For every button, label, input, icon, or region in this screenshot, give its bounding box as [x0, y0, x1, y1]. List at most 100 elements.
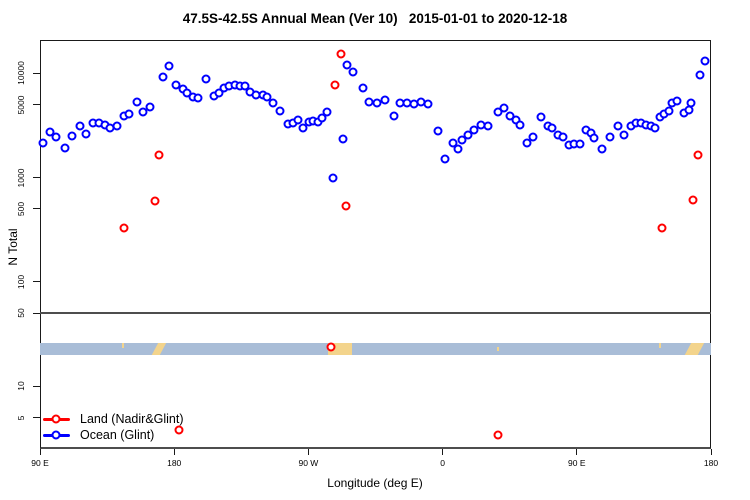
scatter-point-ocean: [138, 107, 148, 117]
x-tick-label: 180: [167, 458, 182, 468]
scatter-point-ocean: [499, 103, 509, 113]
legend-item-land: Land (Nadir&Glint): [42, 411, 184, 427]
legend-symbol-land-icon: [42, 413, 72, 425]
scatter-point-ocean: [605, 132, 615, 142]
scatter-point-ocean: [317, 113, 327, 123]
scatter-point-ocean: [575, 139, 585, 149]
scatter-point-ocean: [38, 138, 48, 148]
scatter-point-ocean: [522, 138, 532, 148]
scatter-point-land: [657, 223, 667, 233]
scatter-point-ocean: [262, 92, 272, 102]
scatter-point-ocean: [558, 132, 568, 142]
scatter-point-ocean: [589, 133, 599, 143]
scatter-point-ocean: [201, 74, 211, 84]
scatter-point-ocean: [440, 154, 450, 164]
scatter-point-ocean: [650, 123, 660, 133]
scatter-point-ocean: [453, 144, 463, 154]
x-tick-label: 90 W: [298, 458, 319, 468]
scatter-point-land: [693, 150, 703, 160]
scatter-point-land: [336, 49, 346, 59]
scatter-point-ocean: [469, 125, 479, 135]
scatter-point-ocean: [463, 130, 473, 140]
x-tick: [39, 449, 41, 455]
legend-circle-ocean-icon: [51, 430, 61, 440]
scatter-point-land: [341, 201, 351, 210]
land-patch: [658, 342, 662, 348]
x-tick: [307, 449, 309, 455]
y-tick-label: 10: [16, 381, 26, 391]
scatter-point-ocean: [67, 131, 77, 141]
y-tick-label: 10000: [16, 61, 26, 86]
y-tick-label: 50: [16, 308, 26, 319]
scatter-point-ocean: [60, 143, 70, 153]
scatter-point-land: [688, 195, 698, 205]
scatter-point-ocean: [700, 56, 710, 66]
scatter-point-ocean: [389, 111, 399, 121]
y-tick: [33, 72, 40, 74]
scatter-point-ocean: [457, 135, 467, 145]
y-tick-label: 500: [16, 201, 26, 217]
scatter-point-ocean: [358, 83, 368, 93]
land-patch: [327, 342, 352, 355]
scatter-point-land: [330, 80, 340, 90]
scatter-point-ocean: [81, 129, 91, 139]
y-tick-label: 5: [16, 415, 26, 420]
land-patch: [121, 342, 124, 348]
land-patch: [497, 346, 500, 351]
y-tick: [33, 281, 40, 283]
scatter-point-ocean: [686, 98, 696, 108]
scatter-point-ocean: [515, 120, 525, 130]
scatter-point-ocean: [145, 102, 155, 112]
scatter-point-ocean: [240, 81, 250, 91]
scatter-point-ocean: [275, 106, 285, 116]
scatter-point-ocean: [597, 144, 607, 154]
scatter-point-ocean: [298, 123, 308, 133]
legend-item-ocean: Ocean (Glint): [42, 427, 184, 443]
scatter-point-land: [493, 430, 503, 440]
reference-line-50: [40, 312, 711, 315]
legend: Land (Nadir&Glint) Ocean (Glint): [42, 411, 184, 443]
scatter-point-ocean: [45, 127, 55, 137]
scatter-point-ocean: [528, 132, 538, 142]
x-tick-label: 90 E: [31, 458, 49, 468]
scatter-point-ocean: [433, 126, 443, 136]
scatter-point-ocean: [293, 115, 303, 125]
scatter-point-ocean: [448, 138, 458, 148]
x-tick-label: 180: [703, 458, 719, 468]
scatter-point-ocean: [695, 70, 705, 80]
scatter-point-ocean: [158, 72, 168, 82]
scatter-point-land: [174, 425, 184, 435]
x-tick-label: 90 E: [568, 458, 586, 468]
legend-symbol-ocean-icon: [42, 429, 72, 441]
x-tick: [576, 449, 578, 455]
scatter-point-ocean: [268, 98, 278, 108]
scatter-point-land: [150, 196, 160, 206]
legend-label-land: Land (Nadir&Glint): [80, 412, 184, 426]
scatter-point-ocean: [338, 134, 348, 144]
scatter-point-ocean: [664, 106, 674, 116]
x-tick-label: 0: [440, 458, 445, 468]
y-tick: [33, 417, 40, 419]
scatter-point-ocean: [364, 97, 374, 107]
scatter-point-ocean: [672, 96, 682, 106]
land-patch: [684, 342, 704, 355]
legend-circle-land-icon: [51, 414, 61, 424]
y-tick-label: 1000: [16, 168, 26, 188]
x-tick: [710, 449, 712, 455]
land-patch: [151, 342, 167, 355]
scatter-point-ocean: [75, 121, 85, 131]
y-tick: [33, 177, 40, 179]
x-axis-title: Longitude (deg E): [327, 476, 423, 490]
scatter-point-ocean: [342, 60, 352, 70]
y-tick: [33, 312, 40, 314]
scatter-point-ocean: [348, 67, 358, 77]
scatter-point-land: [119, 223, 129, 233]
scatter-point-ocean: [322, 107, 332, 117]
scatter-point-ocean: [51, 132, 61, 142]
scatter-point-ocean: [193, 93, 203, 103]
scatter-point-ocean: [547, 123, 557, 133]
y-tick: [33, 208, 40, 210]
chart-title: 47.5S-42.5S Annual Mean (Ver 10) 2015-01…: [182, 11, 568, 26]
x-tick: [173, 449, 175, 455]
